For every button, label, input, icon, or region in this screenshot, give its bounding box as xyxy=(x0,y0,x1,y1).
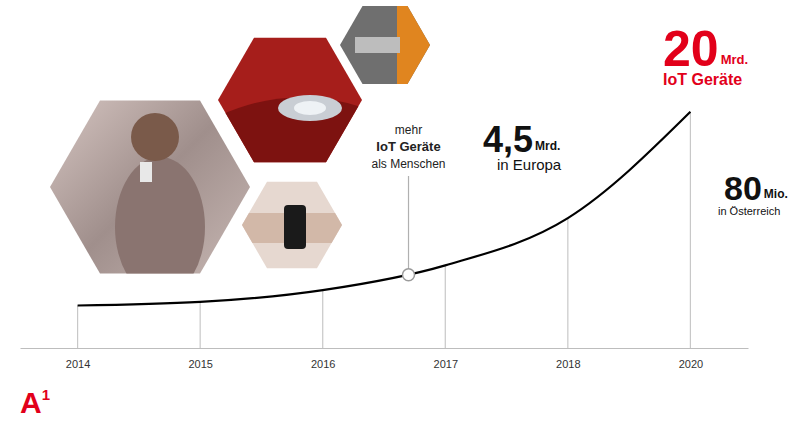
callout-text: IoT Geräte xyxy=(376,139,440,154)
drop-line xyxy=(200,302,201,348)
photo-background xyxy=(242,175,342,275)
figure-unit: Mrd. xyxy=(535,139,560,153)
figure-text: in Europa xyxy=(497,156,562,173)
callout-marker xyxy=(403,269,415,281)
photo-hexagon xyxy=(340,0,437,90)
figure-number: 4,5 xyxy=(483,119,533,160)
x-axis: 2014 2015 2016 2017 2018 2020 xyxy=(21,349,749,370)
x-tick-label: 2017 xyxy=(434,358,458,370)
logo: A1 xyxy=(20,386,50,419)
drop-line xyxy=(322,290,323,348)
x-axis-line xyxy=(21,348,749,349)
drop-line xyxy=(567,218,568,348)
photo-watch xyxy=(284,205,306,249)
photo-figure xyxy=(131,113,179,161)
figure-unit: Mio. xyxy=(764,187,788,201)
x-tick: 2015 xyxy=(188,358,212,370)
x-tick-label: 2018 xyxy=(556,358,580,370)
figure-unit: Mrd. xyxy=(721,52,748,67)
x-tick-label: 2014 xyxy=(66,358,90,370)
x-tick: 2020 xyxy=(679,358,703,370)
chart: 2014 2015 2016 2017 2018 2020 mehr IoT Geräte al… xyxy=(0,0,806,421)
x-tick-label: 2015 xyxy=(188,358,212,370)
callout-line xyxy=(408,176,409,269)
photo-headlight xyxy=(294,101,326,115)
growth-curve xyxy=(78,112,691,306)
figure-text: in Österreich xyxy=(718,205,780,217)
photo-hexagon xyxy=(242,175,342,275)
photo-phone xyxy=(140,162,152,182)
x-tick: 2014 xyxy=(66,358,90,370)
figure-annotation: 4,5Mrd. in Europa xyxy=(483,119,562,173)
callout: mehr IoT Geräte als Menschen xyxy=(371,123,445,281)
photo-figure xyxy=(115,157,205,297)
callout-text: mehr xyxy=(395,123,422,137)
figure-annotation: 80Mio. in Österreich xyxy=(718,169,788,217)
figure-number: 80 xyxy=(724,169,762,207)
figure-number: 20 xyxy=(663,21,719,77)
drop-line xyxy=(690,112,691,348)
callout-text: als Menschen xyxy=(371,157,445,171)
figure-text: IoT Geräte xyxy=(663,71,742,88)
figure-annotation: 20Mrd. IoT Geräte xyxy=(663,21,748,88)
photo-headlight xyxy=(278,95,342,121)
x-tick-label: 2020 xyxy=(679,358,703,370)
plot-area xyxy=(78,112,691,348)
x-tick: 2018 xyxy=(556,358,580,370)
x-tick-label: 2016 xyxy=(311,358,335,370)
photo-hexagon xyxy=(50,87,250,297)
drop-line xyxy=(77,305,78,348)
photo-arm xyxy=(355,37,400,53)
x-tick: 2017 xyxy=(434,358,458,370)
drop-line xyxy=(445,265,446,348)
x-tick: 2016 xyxy=(311,358,335,370)
photo-machine xyxy=(397,0,437,90)
